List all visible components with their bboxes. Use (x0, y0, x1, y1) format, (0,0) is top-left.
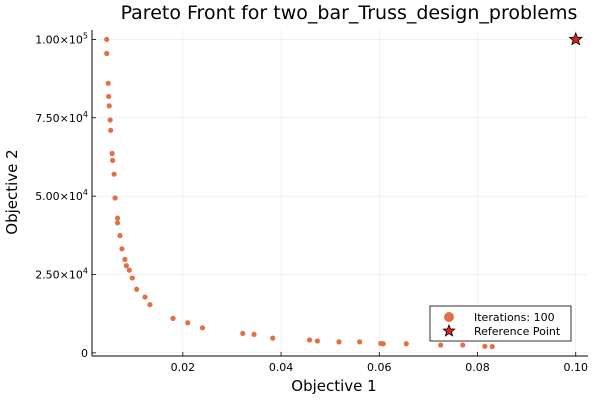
pareto-point (106, 93, 112, 100)
x-tick-label: 0.06 (367, 361, 392, 374)
pareto-point (106, 103, 112, 109)
pareto-point (107, 117, 113, 123)
x-tick-label: 0.10 (563, 361, 588, 374)
x-tick-label: 0.08 (465, 361, 490, 374)
y-tick-label: 7.50×104 (35, 110, 88, 125)
pareto-point (109, 150, 115, 157)
x-tick-label: 0.04 (269, 361, 294, 374)
legend-iterations-marker (444, 312, 454, 322)
pareto-point (104, 36, 110, 43)
pareto-point (147, 301, 153, 308)
pareto-point (482, 343, 488, 349)
pareto-point (403, 341, 409, 347)
data-points (104, 31, 583, 350)
pareto-point (111, 171, 117, 177)
axes (91, 30, 588, 357)
x-axis-label: Objective 1 (291, 377, 376, 395)
pareto-point (170, 315, 176, 321)
pareto-point (336, 339, 342, 345)
pareto-point (129, 275, 135, 281)
pareto-point (114, 215, 121, 221)
legend-reference-marker (442, 323, 456, 337)
pareto-point (380, 341, 386, 347)
pareto-point (240, 330, 246, 337)
pareto-point (270, 335, 276, 341)
pareto-point (112, 195, 118, 201)
pareto-point (114, 220, 121, 226)
pareto-point (104, 50, 110, 57)
legend-label: Iterations: 100 (474, 311, 555, 324)
pareto-point (185, 320, 191, 326)
y-tick-label: 1.00×105 (35, 31, 88, 46)
legend-label: Reference Point (474, 325, 561, 338)
pareto-point (134, 286, 140, 292)
pareto-point (460, 342, 466, 348)
pareto-point (110, 157, 116, 163)
grid-lines (92, 30, 588, 356)
pareto-point (489, 343, 495, 350)
pareto-point (119, 246, 125, 252)
pareto-point (123, 263, 129, 269)
legend-box (429, 305, 572, 342)
pareto-point (199, 325, 206, 331)
reference-point-marker (568, 31, 583, 46)
ticks: 0.02 0.04 0.06 0.08 0.10 0 2.50×104 5.00×104 7.5… (35, 31, 588, 374)
x-tick-label: 0.02 (171, 361, 196, 374)
pareto-point (314, 338, 321, 344)
y-tick-label: 2.50×104 (35, 267, 88, 282)
pareto-point (142, 294, 148, 300)
pareto-point (122, 256, 128, 263)
pareto-point (438, 342, 444, 348)
y-tick-label: 0 (81, 347, 88, 360)
y-axis-label: Objective 2 (3, 149, 21, 234)
pareto-point (117, 233, 123, 239)
pareto-point (105, 80, 111, 86)
pareto-point (357, 339, 363, 345)
pareto-point (126, 267, 132, 273)
chart-title: Pareto Front for two_bar_Truss_design_pr… (121, 2, 578, 24)
pareto-point (108, 127, 114, 133)
pareto-point (251, 331, 257, 337)
y-tick-label: 5.00×104 (35, 188, 88, 203)
pareto-point (306, 337, 313, 343)
